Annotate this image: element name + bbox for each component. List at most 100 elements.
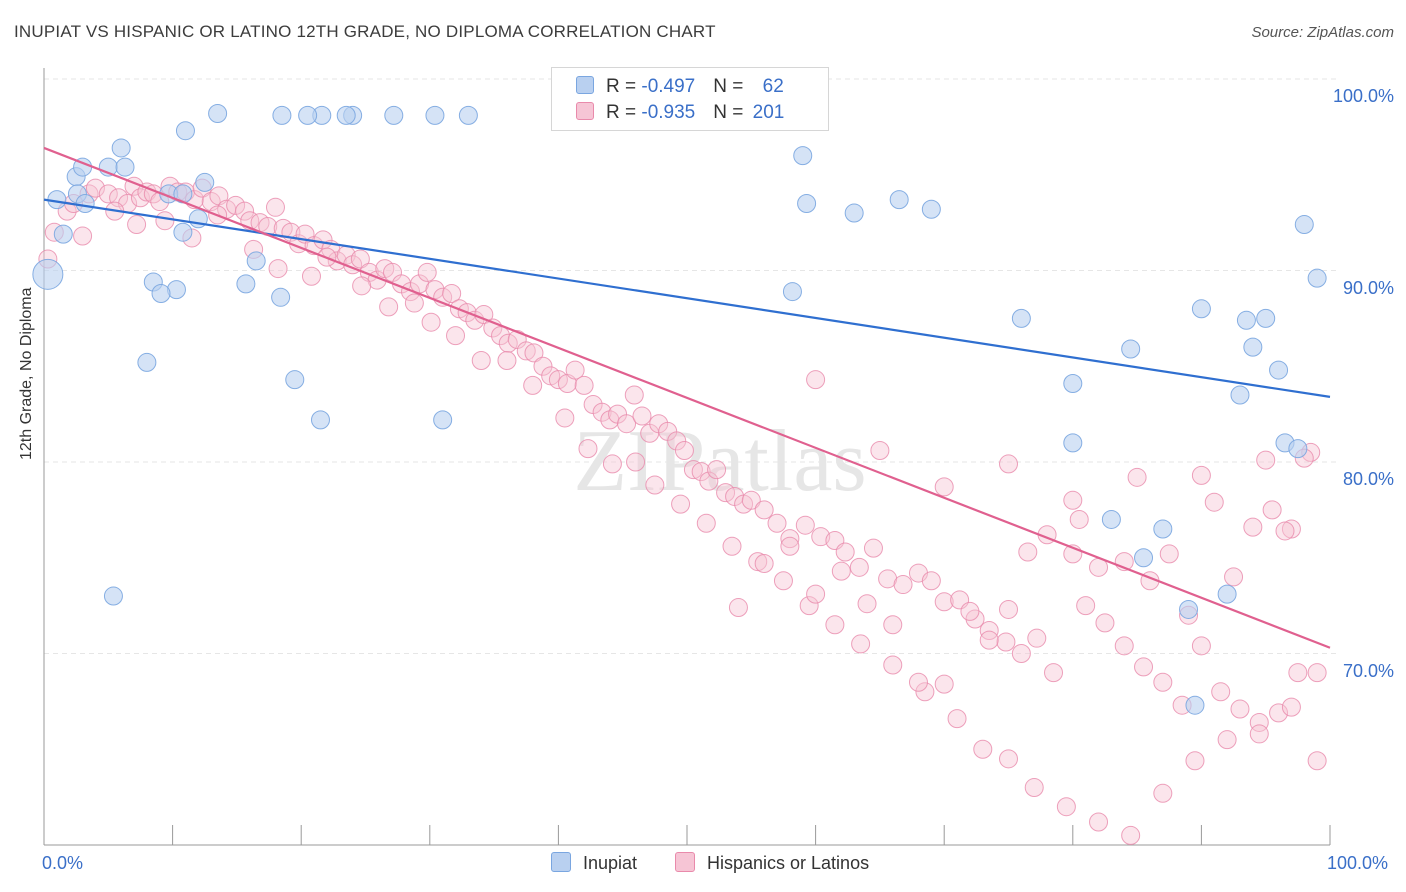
- inupiat-point: [271, 287, 291, 307]
- hispanic-point: [1069, 509, 1089, 529]
- axes: [43, 68, 1331, 846]
- hispanic-point: [446, 326, 466, 346]
- hispanic-point: [1275, 521, 1295, 541]
- hispanic-point: [1307, 663, 1327, 683]
- inupiat-point: [797, 193, 817, 213]
- legend-r-label: R =: [606, 76, 642, 97]
- hispanic-point: [1011, 644, 1031, 663]
- inupiat-point: [175, 121, 195, 141]
- inupiat-point: [298, 105, 318, 125]
- inupiat-point: [1269, 360, 1289, 380]
- hispanic-point: [683, 460, 703, 480]
- hispanic-point: [947, 709, 967, 729]
- hispanic-point: [73, 226, 93, 246]
- hispanic-point: [578, 439, 598, 459]
- hispanic-point: [863, 538, 883, 558]
- hispanic-point: [795, 515, 815, 535]
- hispanic-point: [1027, 628, 1047, 648]
- inupiat-point: [111, 138, 131, 158]
- hispanic-point: [98, 184, 118, 204]
- hispanic-point: [799, 596, 819, 616]
- hispanic-point: [1249, 712, 1269, 732]
- hispanic-point: [1063, 490, 1083, 510]
- inupiat-point: [272, 105, 292, 125]
- correlation-legend: R = -0.497 N = 62 R = -0.935 N = 201: [551, 67, 829, 131]
- y-tick-label: 90.0%: [1342, 277, 1394, 298]
- inupiat-point: [75, 193, 95, 213]
- hispanic-point: [1307, 751, 1327, 771]
- inupiat-point: [151, 283, 171, 303]
- hispanic-point: [1191, 465, 1211, 485]
- hispanic-point: [921, 571, 941, 591]
- legend-r-label: R =: [606, 102, 642, 123]
- hispanic-point: [1134, 657, 1154, 677]
- hispanic-point: [301, 266, 321, 286]
- hispanic-point: [979, 621, 999, 641]
- hispanic-point: [999, 749, 1018, 769]
- inupiat-point: [310, 410, 330, 430]
- inupiat-point: [236, 274, 256, 294]
- hispanic-point: [421, 312, 441, 332]
- hispanic-point: [754, 500, 774, 520]
- hispanic-point: [524, 343, 544, 363]
- inupiat-point: [384, 105, 404, 125]
- hispanic-point: [825, 615, 845, 635]
- hispanic-point: [1224, 567, 1244, 587]
- hispanic-point: [226, 195, 246, 215]
- hispanic-point: [350, 249, 370, 269]
- hispanic-point: [592, 402, 612, 422]
- inupiat-point: [1230, 385, 1250, 405]
- hispanic-point: [465, 310, 485, 330]
- hispanic-point: [417, 262, 437, 282]
- inupiat-point: [1153, 519, 1173, 539]
- hispanic-point: [574, 375, 594, 395]
- hispanic-point: [497, 351, 517, 371]
- hispanic-point: [934, 477, 954, 497]
- inupiat-trend-line: [43, 198, 1331, 398]
- grid-lines: [44, 78, 1338, 654]
- hispanic-point: [934, 674, 954, 694]
- hispanic-point: [667, 431, 687, 451]
- hispanic-point: [442, 283, 462, 303]
- hispanic-point: [602, 454, 622, 474]
- hispanic-point: [754, 553, 774, 573]
- hispanic-point: [1018, 542, 1038, 562]
- inupiat-point: [137, 352, 157, 372]
- inupiat-point: [115, 157, 135, 177]
- hispanic-point: [1044, 663, 1064, 683]
- hispanic-point: [780, 529, 800, 549]
- hispanic-point: [1076, 596, 1096, 616]
- hispanic-point: [1056, 797, 1076, 817]
- legend-item-hispanic[interactable]: Hispanics or Latinos: [675, 852, 869, 874]
- hispanic-point: [722, 536, 742, 556]
- hispanic-point: [1185, 751, 1205, 771]
- hispanic-point: [811, 527, 831, 547]
- hispanic-point: [806, 584, 826, 604]
- inupiat-point: [1185, 695, 1205, 715]
- x-tick-label-min: 0.0%: [42, 853, 84, 873]
- inupiat-point: [844, 203, 864, 223]
- inupiat-point: [336, 105, 356, 125]
- hispanic-swatch: [576, 102, 594, 120]
- source-label: Source: ZipAtlas.com: [1251, 24, 1394, 41]
- hispanic-point: [999, 454, 1018, 474]
- hispanic-trend-line: [43, 146, 1331, 649]
- hispanic-point: [883, 615, 903, 635]
- legend-item-inupiat[interactable]: Inupiat: [551, 852, 637, 874]
- hispanic-point: [1127, 467, 1147, 487]
- hispanic-point: [1262, 500, 1282, 520]
- hispanic-point: [1281, 697, 1301, 717]
- inupiat-point: [1191, 299, 1211, 319]
- hispanic-point: [523, 375, 543, 395]
- inupiat-point: [1101, 509, 1121, 529]
- inupiat-point: [793, 146, 813, 166]
- hispanic-point: [617, 414, 637, 434]
- inupiat-point: [1307, 268, 1327, 288]
- inupiat-point: [1294, 215, 1314, 235]
- legend-r-value: -0.497: [641, 76, 696, 97]
- y-tick-label: 70.0%: [1342, 660, 1394, 681]
- hispanic-point: [1256, 450, 1276, 470]
- hispanic-point: [1191, 636, 1211, 656]
- hispanic-point: [235, 201, 255, 221]
